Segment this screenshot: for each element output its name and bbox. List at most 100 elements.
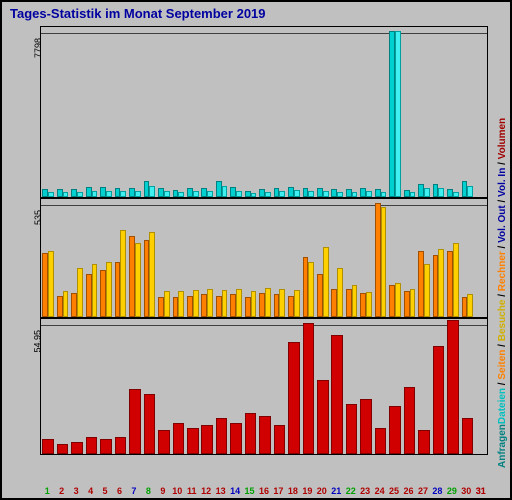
x-tick: 11 [186,486,198,496]
bar [410,192,416,197]
x-tick: 5 [99,486,111,496]
bar [230,423,242,454]
bar [259,416,271,454]
bar [245,413,257,454]
x-tick: 4 [85,486,97,496]
bar [236,191,242,198]
x-tick: 22 [345,486,357,496]
x-tick: 18 [287,486,299,496]
bar [323,247,329,317]
bar [279,191,285,198]
bar [467,186,473,198]
bar [395,31,401,197]
bar [381,207,387,317]
bar [42,439,54,453]
x-tick: 1 [41,486,53,496]
bar [467,294,473,316]
bar [48,251,54,317]
bar [187,428,199,454]
bar [251,193,257,197]
x-tick: 31 [475,486,487,496]
bar [404,387,416,454]
bar [115,437,127,454]
bar [120,191,126,197]
x-axis-labels: 1234567891011121314151617181920212223242… [40,482,488,496]
x-tick: 29 [446,486,458,496]
panel-bottom: 54.95 [40,318,488,455]
bar [251,291,257,316]
x-tick: 16 [258,486,270,496]
bar [433,346,445,453]
x-tick: 28 [431,486,443,496]
bar [48,192,54,198]
bar [323,191,329,198]
bar [265,192,271,198]
bar [294,190,300,197]
bar [410,289,416,317]
bar [424,264,430,317]
bar [135,243,141,317]
bar [63,192,69,197]
bar [144,394,156,454]
bar [149,186,155,197]
bar [164,191,170,197]
x-tick: 21 [330,486,342,496]
bar [453,243,459,317]
bar [265,288,271,317]
x-tick: 24 [374,486,386,496]
x-tick: 27 [417,486,429,496]
x-tick: 10 [171,486,183,496]
bar [375,428,387,454]
bar [178,192,184,197]
bar [216,418,228,454]
bar [366,191,372,197]
bar [418,430,430,454]
bar [346,404,358,454]
bar [308,191,314,197]
bar [63,291,69,316]
x-tick: 30 [460,486,472,496]
bar [352,285,358,317]
bar [92,264,98,317]
chart-container: Tages-Statistik im Monat September 2019 … [0,0,512,500]
bar [207,289,213,317]
bar [337,268,343,317]
x-tick: 6 [113,486,125,496]
x-tick: 3 [70,486,82,496]
bar [337,192,343,197]
x-tick: 8 [142,486,154,496]
bar [57,444,69,454]
x-tick: 13 [215,486,227,496]
bar [173,423,185,454]
panel-middle: 535 [40,198,488,317]
bar [462,418,474,454]
bar [366,292,372,316]
bar [158,430,170,454]
bar [447,320,459,454]
bar [279,289,285,317]
bar [453,192,459,198]
bar [120,230,126,317]
bar [360,399,372,454]
bar [71,442,83,454]
x-tick: 26 [403,486,415,496]
bar [308,262,314,317]
bar [381,192,387,198]
bar [135,191,141,197]
bar [294,290,300,316]
bar [438,188,444,197]
x-tick: 17 [272,486,284,496]
x-tick: 7 [128,486,140,496]
bar [77,268,83,317]
x-tick: 15 [244,486,256,496]
bar [86,437,98,454]
bar [100,439,112,453]
right-legend-text: AnfragenDateien / Seiten / Besuche / Rec… [497,26,508,468]
bar [178,291,184,316]
bar [236,289,242,317]
bar [352,192,358,198]
right-legend: AnfragenDateien / Seiten / Besuche / Rec… [494,26,508,468]
x-tick: 12 [200,486,212,496]
bar [222,186,228,198]
x-tick: 19 [301,486,313,496]
